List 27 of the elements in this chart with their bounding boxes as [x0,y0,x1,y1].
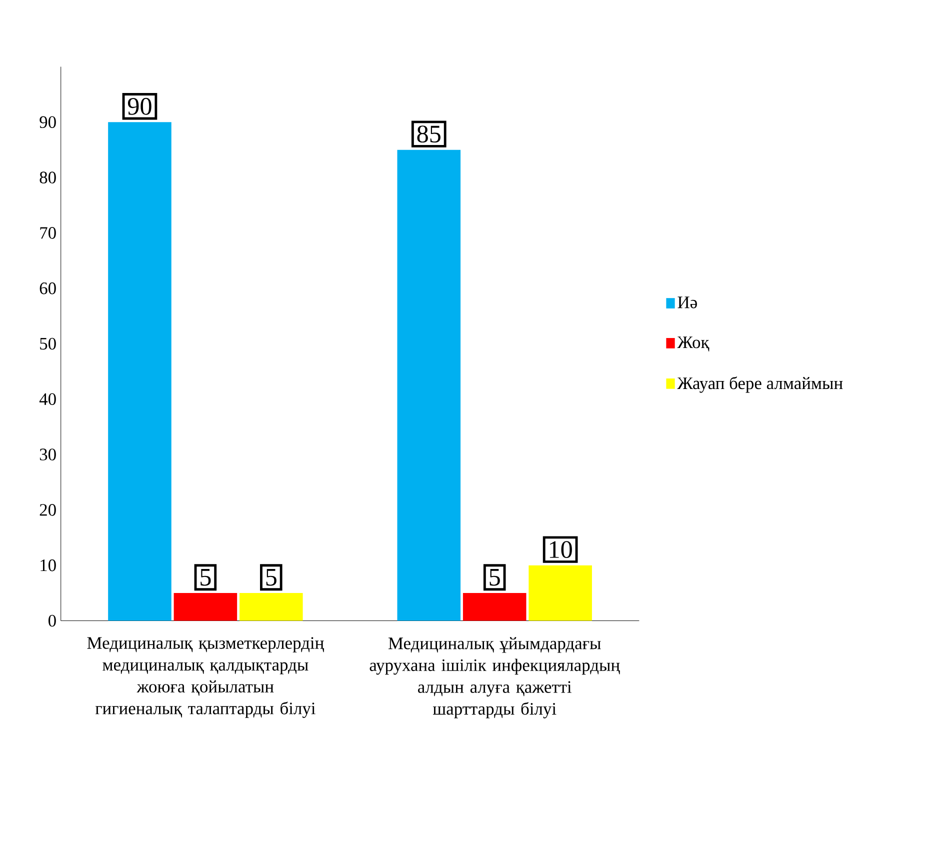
x-tick-label: Медициналық қызметкерлердің медициналық қалдықтарды жоюға қойылатын гигиеналық талаптарды білуі [87,637,324,718]
bar [108,122,172,621]
bar [397,150,461,621]
y-tick-label: 90 [40,116,56,128]
bar [528,565,592,621]
legend-label: Жоқ [677,336,710,352]
legend-label: Иә [678,296,697,308]
y-tick-label: 20 [40,504,56,516]
data-label: 90 [128,98,152,115]
y-tick-label: 0 [48,614,56,627]
bar [462,592,526,621]
y-tick-label: 80 [40,172,56,184]
y-tick-label: 10 [40,559,56,572]
data-label: 85 [417,126,440,142]
data-label: 10 [550,541,572,558]
bar [240,592,303,621]
bar [174,592,238,621]
y-tick-label: 30 [40,448,56,460]
data-label: 5 [200,568,211,586]
legend-label: Жауап бере алмаймын [677,376,843,393]
data-label: 5 [490,568,500,586]
y-tick-label: 60 [40,282,56,294]
data-label: 5 [266,568,276,586]
y-tick-label: 40 [39,393,56,405]
x-tick-label: Медициналық ұйымдардағы аурухана ішілік инфекциялардың алдын алуға қажетті шарттарды білуі [370,637,620,718]
y-tick-label: 70 [40,226,56,239]
y-tick-label: 50 [40,338,56,350]
